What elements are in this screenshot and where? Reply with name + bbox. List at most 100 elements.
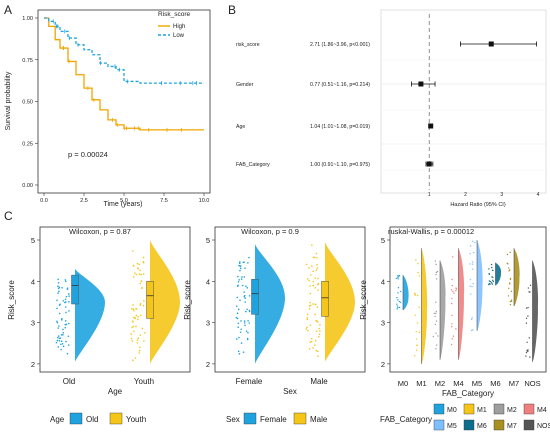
violin-age-youth-point (139, 269, 141, 272)
violin-age-y-tick-label: 4 (31, 277, 35, 286)
violin-sex-male-point (313, 344, 316, 346)
legend-fab-item: M4 (537, 407, 547, 414)
violin-age-old-point (56, 321, 59, 324)
violin-age-youth-point (132, 304, 134, 306)
violin-fab-violin (532, 260, 539, 362)
violin-fab-point (436, 270, 439, 273)
km-y-tick-label: 1.00 (22, 16, 33, 22)
violin-fab-point (451, 284, 453, 287)
violin-fab-point (453, 292, 455, 294)
violin-age-old-violin (75, 268, 105, 362)
violin-fab-point (397, 276, 399, 279)
violin-fab-point (398, 300, 400, 303)
forest-frame (380, 9, 547, 194)
forest-row-estimate: 1.00 (0.91~1.10, p=0.975) (310, 162, 370, 168)
violin-fab-point (415, 259, 417, 261)
violin-sex-female-point (237, 308, 240, 311)
violin-age-old-point (64, 279, 67, 281)
violin-age-old-point (57, 278, 59, 281)
violin-fab-point (398, 274, 401, 277)
violin-fab-point (525, 355, 527, 357)
violin-fab-point (399, 301, 402, 304)
violin-age-old-point (57, 282, 60, 284)
violin-sex-female-point (240, 278, 243, 280)
violin-sex-female-point (243, 320, 246, 322)
violin-age-x-label: Age (108, 387, 123, 396)
violin-age-youth-point (134, 272, 136, 274)
violin-sex-test: Wilcoxon, p = 0.9 (241, 227, 299, 236)
violin-fab-point (469, 253, 471, 255)
violin-sex-female-point (237, 350, 240, 353)
violin-age-old-point (68, 310, 70, 312)
violin-age-old-point (67, 335, 70, 338)
violin-sex-male-point (309, 292, 312, 295)
violin-sex-female-point (235, 316, 238, 319)
violin-fab-point (472, 251, 475, 254)
violin-age-youth-point (143, 331, 146, 334)
violin-sex-female-point (238, 279, 240, 281)
violin-fab-point (471, 329, 473, 332)
violin-sex-female-point (248, 309, 251, 312)
violin-age-youth-point (130, 308, 133, 310)
violin-age-old-point (66, 287, 69, 289)
violin-sex-male-point (312, 347, 314, 349)
violin-fab-point (529, 356, 531, 358)
violin-age-old-point (65, 295, 68, 298)
violin-fab-point (396, 303, 398, 305)
violin-age-youth-point (143, 300, 145, 302)
violin-age-youth-point (135, 314, 138, 317)
violin-age-youth-point (132, 264, 135, 267)
violin-age-youth-point (139, 303, 142, 305)
violin-fab-point (435, 332, 437, 334)
violin-fab-point (470, 318, 473, 321)
violin-age-youth-point (136, 342, 139, 344)
violin-sex-male-point (318, 336, 320, 338)
violin-fab-point (490, 282, 493, 284)
violin-fab-x-tick-label: M5 (472, 379, 482, 388)
violin-fab-x-tick-label: NOS (524, 379, 540, 388)
violin-fab-point (472, 268, 474, 270)
violin-fab-point (414, 314, 416, 316)
violin-sex-male-point (316, 263, 318, 266)
violin-sex-female-point (244, 297, 247, 299)
violin-age-old-point (57, 335, 60, 337)
violin-fab-point (450, 289, 453, 291)
violin-age-youth-point (143, 340, 145, 342)
violin-age-youth-point (137, 318, 139, 321)
violin-age-youth-point (134, 317, 137, 320)
violin-fab-point (435, 312, 437, 315)
violin-sex-male-point (306, 278, 309, 280)
km-x-axis-label: Time (years) (103, 201, 142, 208)
legend-fab-item: M7 (507, 423, 517, 430)
violin-sex-female-point (245, 310, 247, 313)
violin-fab-point (509, 278, 512, 281)
violin-sex-male-point (315, 252, 318, 255)
violin-age-youth-point (139, 304, 142, 306)
violin-sex-female-point (244, 267, 246, 269)
violin-sex-male-point (312, 280, 315, 283)
violin-fab-point (435, 271, 438, 274)
violin-sex-female-point (237, 284, 239, 287)
violin-fab-x-label: FAB_Category (442, 389, 494, 398)
violin-fab-point (452, 335, 455, 337)
violin-age-youth-point (133, 316, 135, 319)
violin-age-youth-point (135, 325, 137, 328)
violin-age-old-box (71, 274, 79, 305)
violin-sex-male-point (311, 265, 313, 267)
violin-sex-female-point (238, 264, 240, 267)
legend-age-title: Age (50, 415, 65, 424)
legend-age: Age Old Youth (50, 412, 146, 425)
km-y-tick-label: 0.50 (22, 100, 33, 106)
violin-sex-female-point (237, 322, 240, 325)
violin-sex-male-point (315, 349, 318, 352)
violin-fab-point (489, 280, 492, 283)
legend-fab-key (433, 403, 445, 415)
violin-sex-female-point (243, 322, 246, 324)
violin-sex-female-point (246, 287, 249, 289)
violin-age-youth-point (132, 325, 135, 328)
legend-sex-male: Male (310, 415, 328, 424)
violin-fab-point (413, 292, 416, 294)
violin-sex-female-point (247, 319, 249, 322)
violin-fab-point (434, 323, 437, 326)
violin-age-old-point (57, 327, 59, 329)
